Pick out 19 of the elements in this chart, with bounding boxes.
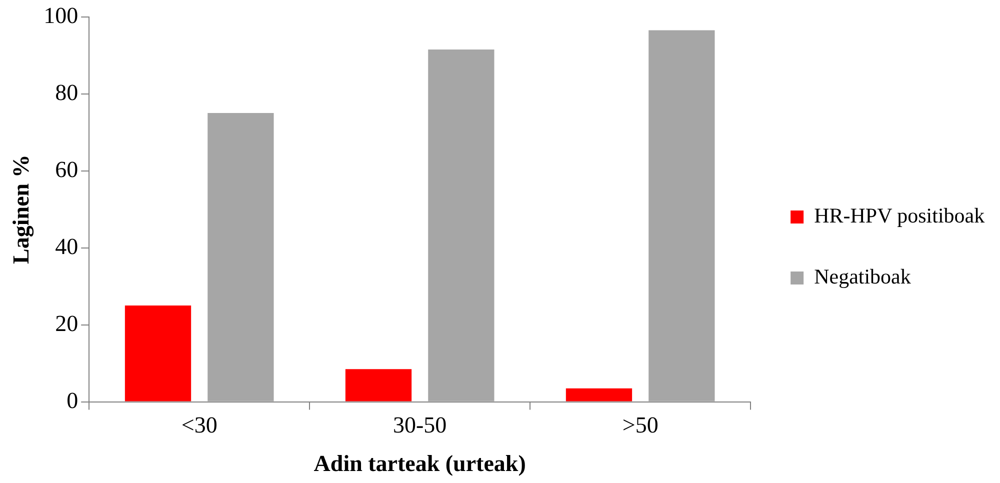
y-tick-label: 80: [55, 80, 78, 105]
y-tick-label: 20: [55, 310, 78, 336]
x-tick-label: >50: [622, 412, 658, 438]
x-tick-label: <30: [181, 412, 218, 438]
bar: [648, 30, 715, 402]
bar: [566, 388, 632, 402]
y-tick-label: 40: [55, 234, 78, 259]
y-axis-title: Laginen %: [8, 154, 35, 264]
bar: [345, 369, 412, 402]
y-tick-label: 100: [44, 2, 78, 28]
bar: [428, 50, 494, 402]
bar: [208, 113, 274, 402]
y-tick-label: 60: [55, 156, 78, 182]
legend-label: Negatiboak: [814, 264, 912, 289]
y-tick-label: 0: [66, 388, 78, 413]
x-axis-title: Adin tarteak (urteak): [314, 451, 526, 476]
x-tick-label: 30-50: [393, 412, 447, 438]
bar: [124, 306, 192, 402]
legend-label: HR-HPV positiboak: [814, 204, 986, 228]
